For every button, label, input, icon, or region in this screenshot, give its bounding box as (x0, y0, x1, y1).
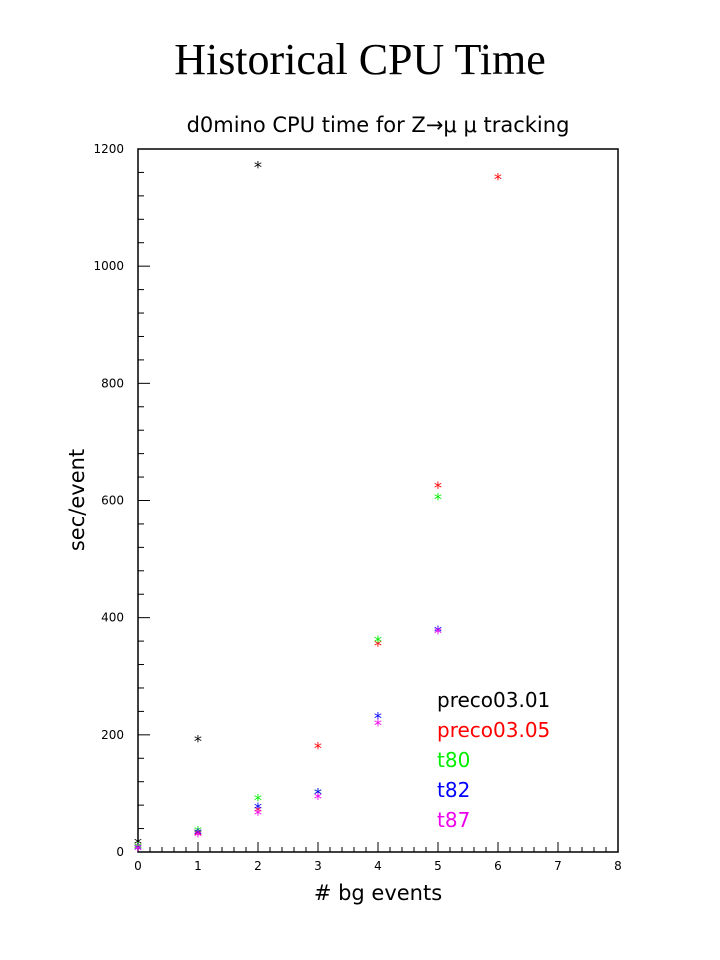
legend-entry: t87 (437, 808, 470, 832)
legend-entry: t80 (437, 748, 470, 772)
slide-title: Historical CPU Time (174, 35, 546, 84)
x-tick-label: 4 (374, 859, 382, 873)
data-point: * (133, 834, 143, 853)
data-point: * (373, 636, 383, 655)
y-tick-label: 0 (116, 845, 124, 859)
data-point: * (253, 805, 263, 824)
axis-ticks: 0 1 2 3 4 5 6 7 8 0 200 400 600 800 1000 1200 (93, 142, 621, 873)
legend-entry: preco03.01 (437, 688, 550, 712)
y-tick-label: 1200 (93, 142, 124, 156)
plot-frame (137, 148, 619, 853)
data-point: * (313, 784, 323, 803)
data-point: * (193, 825, 203, 844)
data-point: * (253, 802, 263, 821)
data-point: * (253, 158, 263, 177)
data-point: * (313, 789, 323, 808)
data-point: * (133, 838, 143, 857)
data-point: * (193, 732, 203, 751)
chart-title: d0mino CPU time for Z→μ μ tracking (187, 113, 570, 137)
y-tick-label: 1000 (93, 259, 124, 273)
data-point: * (193, 822, 203, 841)
data-point: * (133, 840, 143, 859)
data-point: * (433, 490, 443, 509)
y-tick-label: 400 (101, 611, 124, 625)
legend: preco03.01 preco03.05 t80 t82 t87 (437, 688, 550, 832)
data-point: * (373, 632, 383, 651)
y-tick-label: 200 (101, 728, 124, 742)
data-point: * (313, 784, 323, 803)
y-axis-title: sec/event (65, 449, 89, 551)
data-point: * (193, 827, 203, 846)
x-tick-label: 3 (314, 859, 322, 873)
x-tick-label: 8 (614, 859, 622, 873)
data-points: ************* *************** (133, 158, 503, 860)
legend-entry: preco03.05 (437, 718, 550, 742)
y-tick-label: 600 (101, 494, 124, 508)
data-point: * (193, 824, 203, 843)
data-point: * (133, 838, 143, 857)
x-tick-label: 0 (134, 859, 142, 873)
data-point: * (253, 799, 263, 818)
x-tick-label: 5 (434, 859, 442, 873)
x-axis-title: # bg events (314, 881, 442, 905)
data-point: * (433, 622, 443, 641)
data-point: * (493, 169, 503, 188)
x-tick-label: 7 (554, 859, 562, 873)
data-point: * (253, 790, 263, 809)
data-point: * (313, 739, 323, 758)
x-tick-label: 1 (194, 859, 202, 873)
data-point: * (133, 841, 143, 860)
x-tick-label: 6 (494, 859, 502, 873)
data-point: * (433, 623, 443, 642)
data-point: * (373, 708, 383, 727)
y-tick-label: 800 (101, 376, 124, 390)
x-tick-label: 2 (254, 859, 262, 873)
data-point: * (433, 478, 443, 497)
legend-entry: t82 (437, 778, 470, 802)
data-point: * (373, 715, 383, 734)
